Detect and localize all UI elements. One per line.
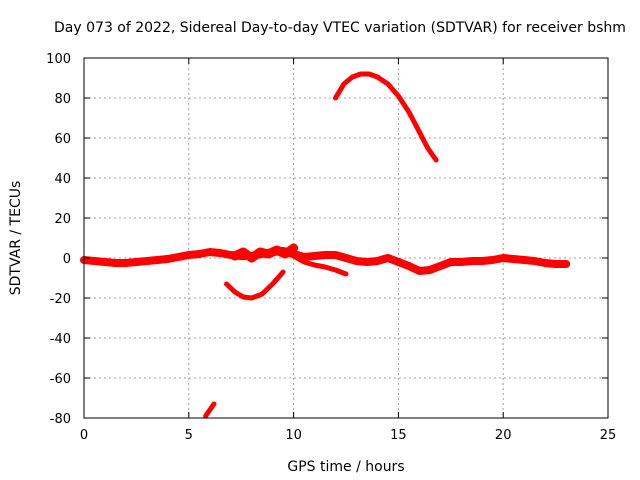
- x-tick-label: 25: [600, 428, 617, 443]
- series-dip-arc: [224, 269, 286, 301]
- series-bottom-fragment: [203, 401, 217, 419]
- y-tick-label: 60: [54, 132, 71, 147]
- chart-title: Day 073 of 2022, Sidereal Day-to-day VTE…: [54, 20, 626, 36]
- plot-frame: [83, 57, 609, 419]
- ticks: [83, 57, 609, 419]
- y-tick-label: 40: [54, 172, 71, 187]
- y-tick-label: -20: [50, 292, 71, 307]
- x-tick-label: 5: [185, 428, 193, 443]
- y-tick-label: 20: [54, 212, 71, 227]
- x-axis-label: GPS time / hours: [287, 459, 404, 475]
- y-axis-label: SDTVAR / TECUs: [8, 181, 24, 296]
- y-tick-label: 80: [54, 92, 71, 107]
- x-tick-label: 20: [495, 428, 512, 443]
- series-layer: [80, 71, 571, 419]
- y-tick-label: -60: [50, 372, 71, 387]
- series-main-track: [80, 247, 571, 275]
- series-noisy-band: [230, 243, 299, 263]
- x-tick-label: 0: [80, 428, 88, 443]
- series-peak-arc: [333, 71, 439, 163]
- y-tick-label: -80: [50, 412, 71, 427]
- y-tick-label: 0: [63, 252, 71, 267]
- y-tick-labels: -80 -60 -40 -20 0 20 40 60 80 100: [46, 52, 71, 427]
- y-tick-label: -40: [50, 332, 71, 347]
- x-tick-label: 15: [390, 428, 407, 443]
- series-lower-branch: [280, 247, 349, 277]
- x-tick-labels: 0 5 10 15 20 25: [80, 428, 616, 443]
- x-tick-label: 10: [285, 428, 302, 443]
- grid: [84, 58, 608, 418]
- y-tick-label: 100: [46, 52, 71, 67]
